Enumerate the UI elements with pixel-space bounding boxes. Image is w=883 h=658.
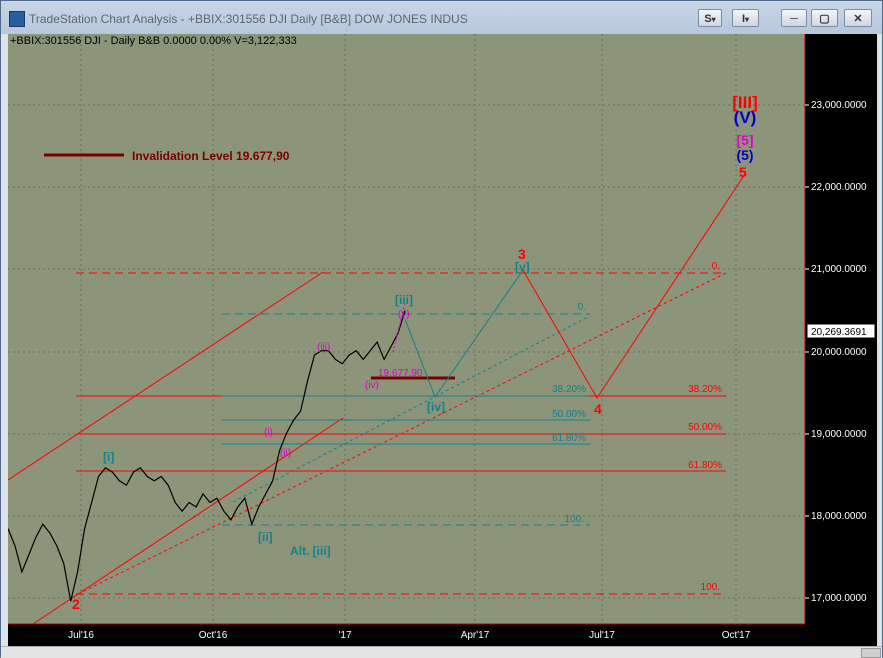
svg-text:21,000.0000: 21,000.0000 (811, 264, 867, 275)
teal-v-label: [v] (515, 260, 530, 274)
svg-text:50.00%: 50.00% (688, 422, 722, 433)
svg-text:22,000.0000: 22,000.0000 (811, 182, 867, 193)
chart-area[interactable]: +BBIX:301556 DJI - Daily B&B 0.0000 0.00… (7, 34, 877, 646)
svg-text:50.00%: 50.00% (552, 409, 586, 420)
svg-text:61.80%: 61.80% (552, 433, 586, 444)
y-axis-labels: 23,000.0000 22,000.0000 21,000.0000 20,0… (805, 100, 867, 604)
teal-iv-label: [iv] (427, 400, 445, 414)
projection-pink (392, 303, 406, 353)
close-icon: ✕ (853, 13, 863, 25)
title-bar: TradeStation Chart Analysis - +BBIX:3015… (1, 1, 882, 34)
svg-text:17,000.0000: 17,000.0000 (811, 593, 867, 604)
window-title: TradeStation Chart Analysis - +BBIX:3015… (29, 12, 468, 26)
chart-header: +BBIX:301556 DJI - Daily B&B 0.0000 0.00… (10, 35, 297, 47)
info-button[interactable]: I▾ (732, 9, 759, 27)
svg-text:18,000.0000: 18,000.0000 (811, 511, 867, 522)
grid (8, 34, 805, 624)
inv-small-label: 19.677,90 (378, 368, 423, 379)
invalidation-label: Invalidation Level 19.677,90 (132, 149, 290, 163)
svg-text:Oct'17: Oct'17 (722, 630, 751, 641)
plot-background (8, 34, 805, 624)
fib-teal-labels: 0. 38.20% 50.00% 61.80% 100. (552, 302, 586, 525)
stack-V-label: (V) (734, 108, 757, 127)
symbol-link-button[interactable]: S▾ (698, 9, 722, 27)
pink-iii-label: (iii) (317, 342, 330, 353)
projection-red (522, 173, 746, 399)
svg-text:38.20%: 38.20% (552, 384, 586, 395)
price-series (7, 310, 406, 602)
svg-text:100.: 100. (701, 582, 720, 593)
wave-4-label: 4 (594, 401, 602, 417)
svg-text:Apr'17: Apr'17 (461, 630, 490, 641)
fib-teal-lines (222, 313, 590, 526)
alt-iii-label: Alt. [iii] (290, 544, 331, 558)
last-price-box (806, 323, 876, 339)
stack-III-label: [III] (732, 93, 758, 112)
teal-i-label: [i] (103, 450, 114, 464)
close-button[interactable]: ✕ (844, 9, 872, 27)
teal-iii-label: [iii] (395, 293, 413, 307)
minimize-button[interactable]: ─ (781, 9, 807, 27)
svg-text:0.: 0. (578, 302, 586, 313)
svg-text:'17: '17 (338, 630, 351, 641)
svg-text:100.: 100. (565, 514, 584, 525)
time-axis-panel (8, 624, 877, 646)
svg-text:Jul'17: Jul'17 (589, 630, 615, 641)
svg-text:Oct'16: Oct'16 (199, 630, 228, 641)
svg-text:19,000.0000: 19,000.0000 (811, 429, 867, 440)
wave-2-label: 2 (72, 596, 80, 612)
horizontal-scrollbar[interactable] (1, 646, 882, 658)
minimize-icon: ─ (790, 13, 798, 25)
pink-v-label: (v) (398, 309, 410, 320)
svg-text:Jul'16: Jul'16 (68, 630, 94, 641)
pink-i-label: (i) (264, 427, 273, 438)
maximize-button[interactable]: ▢ (811, 9, 838, 27)
last-price-label: 20,269.3691 (811, 327, 867, 338)
price-chart[interactable]: +BBIX:301556 DJI - Daily B&B 0.0000 0.00… (7, 34, 877, 646)
svg-text:23,000.0000: 23,000.0000 (811, 100, 867, 111)
app-icon (9, 11, 25, 27)
pink-iv-label: (iv) (365, 380, 379, 391)
x-axis-labels: Jul'16 Oct'16 '17 Apr'17 Jul'17 Oct'17 (68, 630, 751, 641)
stack-5p-label: (5) (736, 147, 753, 163)
wave-5-label: 5 (739, 164, 747, 180)
maximize-icon: ▢ (819, 13, 830, 25)
fib-red-lines (76, 272, 726, 595)
wave-3-label: 3 (518, 246, 526, 262)
pink-ii-label: (ii) (280, 448, 291, 459)
svg-text:20,000.0000: 20,000.0000 (811, 347, 867, 358)
fib-red-labels: 0. 38.20% 50.00% 61.80% 100. (688, 261, 722, 593)
projection-teal (404, 269, 524, 399)
svg-text:0.: 0. (712, 261, 720, 272)
svg-text:38.20%: 38.20% (688, 384, 722, 395)
stack-5b-label: [5] (736, 132, 753, 148)
svg-text:61.80%: 61.80% (688, 460, 722, 471)
teal-ii-label: [ii] (258, 530, 273, 544)
